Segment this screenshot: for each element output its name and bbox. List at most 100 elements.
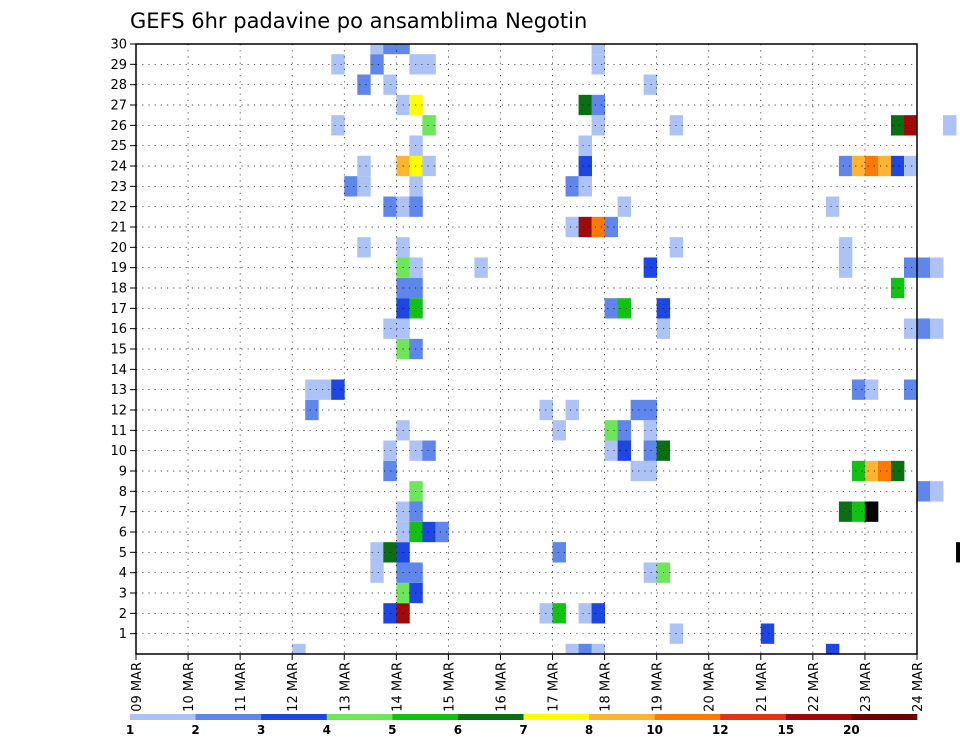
heatmap-cell — [903, 257, 918, 278]
y-tick-label: 25 — [110, 139, 127, 154]
colorbar-label: 12 — [712, 723, 729, 737]
heatmap-cell — [851, 501, 866, 522]
colorbar-swatch — [130, 714, 196, 720]
heatmap-cell — [825, 643, 840, 654]
heatmap-cell — [344, 176, 358, 197]
y-tick-label: 30 — [110, 38, 127, 53]
heatmap-cell — [604, 440, 619, 461]
heatmap-cell — [630, 460, 645, 482]
heatmap-cell — [383, 460, 397, 482]
heatmap-cell — [864, 501, 879, 522]
colorbar-swatch — [720, 714, 787, 720]
heatmap-cell — [643, 562, 658, 583]
heatmap-cell — [578, 94, 592, 116]
colorbar-label: 6 — [454, 723, 462, 737]
colorbar-label: 20 — [843, 723, 860, 737]
heatmap-cell — [565, 643, 579, 654]
heatmap-cell — [578, 176, 592, 197]
x-tick-label: 18 MAR — [599, 662, 614, 712]
colorbar-swatch — [785, 714, 852, 720]
x-tick-label: 12 MAR — [286, 662, 301, 712]
heatmap-cell — [383, 542, 397, 563]
x-tick-label: 22 MAR — [807, 662, 822, 712]
heatmap-cell — [383, 44, 397, 55]
x-tick-label: 13 MAR — [338, 662, 353, 712]
x-tick-label: 14 MAR — [390, 662, 405, 712]
heatmap-cell — [422, 115, 436, 136]
heatmap-cell — [864, 460, 879, 482]
x-axis-ticks: 09 MAR 10 MAR 11 MAR 12 MAR 13 MAR 14 MAR 15 M… — [130, 654, 926, 712]
heatmap-cell — [591, 44, 605, 55]
colorbar-swatch — [851, 714, 918, 720]
y-axis-ticks: 1234567891011121314151617181920212223242… — [110, 38, 136, 642]
heatmap-cell — [591, 54, 605, 75]
heatmap-cell — [552, 420, 566, 441]
grid-lines — [136, 44, 917, 654]
heatmap-cell — [890, 460, 905, 482]
colorbar-label: 7 — [519, 723, 527, 737]
y-tick-label: 22 — [110, 200, 127, 215]
x-tick-label: 20 MAR — [703, 662, 718, 712]
heatmap-cell — [591, 643, 605, 654]
heatmap-cell — [305, 379, 319, 400]
heatmap-cell — [331, 379, 345, 400]
colorbar-swatch — [589, 714, 655, 720]
y-tick-label: 15 — [110, 343, 127, 358]
heatmap-cell — [930, 481, 944, 502]
y-tick-label: 2 — [119, 607, 127, 622]
heatmap-cell — [383, 74, 397, 95]
heatmap-cell — [643, 74, 658, 95]
y-tick-label: 9 — [119, 465, 127, 480]
y-tick-label: 28 — [110, 78, 127, 93]
heatmap-cell — [578, 643, 592, 654]
colorbar-swatch — [326, 714, 393, 720]
heatmap-cell — [930, 257, 944, 278]
colorbar-swatch — [654, 714, 721, 720]
heatmap-cell — [917, 318, 931, 339]
heatmap-cell — [357, 176, 371, 197]
x-tick-label: 15 MAR — [442, 662, 457, 712]
heatmap-cell — [760, 623, 775, 644]
heatmap-cell — [474, 257, 488, 278]
colorbar-legend: 1 2 3 4 5 6 7 8 10 12 15 20 — [126, 714, 918, 737]
colorbar-swatch — [195, 714, 262, 720]
heatmap-cell — [422, 54, 436, 75]
colorbar-swatch — [261, 714, 328, 720]
chart-title: GEFS 6hr padavine po ansamblima Negotin — [130, 9, 587, 33]
heatmap-cells — [292, 44, 960, 654]
heatmap-cell — [552, 603, 566, 624]
heatmap-cell — [930, 318, 944, 339]
heatmap-cell — [292, 643, 306, 654]
y-tick-label: 18 — [110, 282, 127, 297]
colorbar-label: 15 — [777, 723, 794, 737]
heatmap-cell — [838, 501, 853, 522]
heatmap-cell — [917, 481, 931, 502]
heatmap-cell — [370, 562, 384, 583]
heatmap-cell — [943, 115, 957, 136]
heatmap-cell — [838, 257, 853, 278]
heatmap-cell — [565, 176, 579, 197]
heatmap-cell — [890, 115, 905, 136]
heatmap-cell — [851, 460, 866, 482]
y-tick-label: 11 — [110, 424, 127, 439]
heatmap-cell — [318, 379, 332, 400]
heatmap-cell — [357, 74, 371, 95]
y-tick-label: 16 — [110, 322, 127, 337]
colorbar-label: 8 — [585, 723, 593, 737]
heatmap-cell — [370, 54, 384, 75]
x-tick-label: 17 MAR — [547, 662, 562, 712]
colorbar-swatch — [457, 714, 524, 720]
heatmap-cell — [565, 399, 579, 421]
heatmap-cell — [604, 298, 619, 319]
heatmap-cell — [890, 277, 905, 299]
heatmap-cell — [617, 440, 632, 461]
heatmap-cell — [383, 440, 397, 461]
heatmap-cell — [851, 379, 866, 400]
heatmap-cell — [578, 155, 592, 177]
y-tick-label: 19 — [110, 261, 127, 276]
heatmap-cell — [331, 54, 345, 75]
heatmap-cell — [643, 399, 658, 421]
heatmap-cell — [305, 399, 319, 421]
colorbar-label: 5 — [388, 723, 396, 737]
